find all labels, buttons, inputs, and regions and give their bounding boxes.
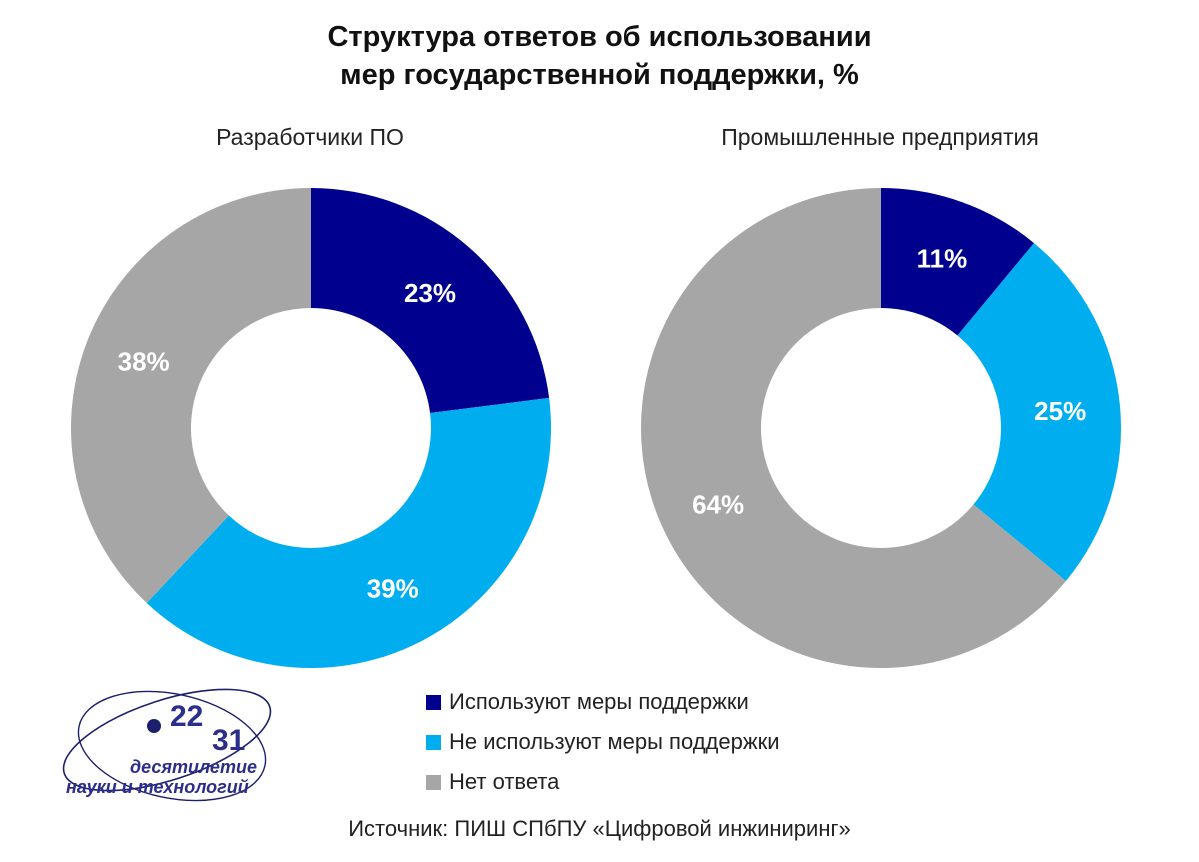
legend-item-use: Используют меры поддержки [426,682,780,722]
legend-swatch-no-answer [426,774,441,790]
industrial-label-use: 11% [917,244,968,274]
developers-slice-not-use [146,397,552,669]
legend-label-no-answer: Нет ответа [449,769,560,794]
developers-slice-use [311,188,550,413]
industrial-slice-no-answer [641,188,1066,668]
legend-label-use: Используют меры поддержки [449,689,749,714]
industrial-slice-use [881,188,1034,336]
decade-science-logo: 22 31 десятилетие науки и технологий [62,688,272,802]
industrial-label-no-answer: 64% [692,490,744,520]
svg-text:22: 22 [170,700,203,733]
legend-swatch-not-use [426,734,441,750]
industrial-label-not-use: 25% [1034,396,1086,426]
industrial-slice-not-use [957,243,1121,581]
developers-label-not-use: 39% [367,573,419,603]
svg-text:науки и технологий: науки и технологий [66,777,249,797]
subtitle-developers: Разработчики ПО [216,124,404,150]
svg-text:31: 31 [212,724,245,757]
developers-label-no-answer: 38% [118,347,170,377]
legend-swatch-use [426,694,441,710]
donut-chart-developers: 23% 39% 38% [70,188,552,669]
chart-title-line-1: Структура ответов об использовании [327,21,872,53]
developers-label-use: 23% [404,278,456,308]
chart-title-line-2: мер государственной поддержки, % [340,59,859,91]
legend: Используют меры поддержки Не используют … [426,682,780,802]
legend-item-not-use: Не используют меры поддержки [426,722,780,762]
donut-chart-industrial: 11% 25% 64% [641,188,1121,668]
source-note: Источник: ПИШ СПбПУ «Цифровой инжиниринг… [348,816,851,841]
subtitle-industrial: Промышленные предприятия [721,124,1039,150]
legend-item-no-answer: Нет ответа [426,762,780,802]
svg-text:десятилетие: десятилетие [130,757,257,777]
legend-label-not-use: Не используют меры поддержки [449,729,780,754]
developers-slice-no-answer [70,188,311,603]
